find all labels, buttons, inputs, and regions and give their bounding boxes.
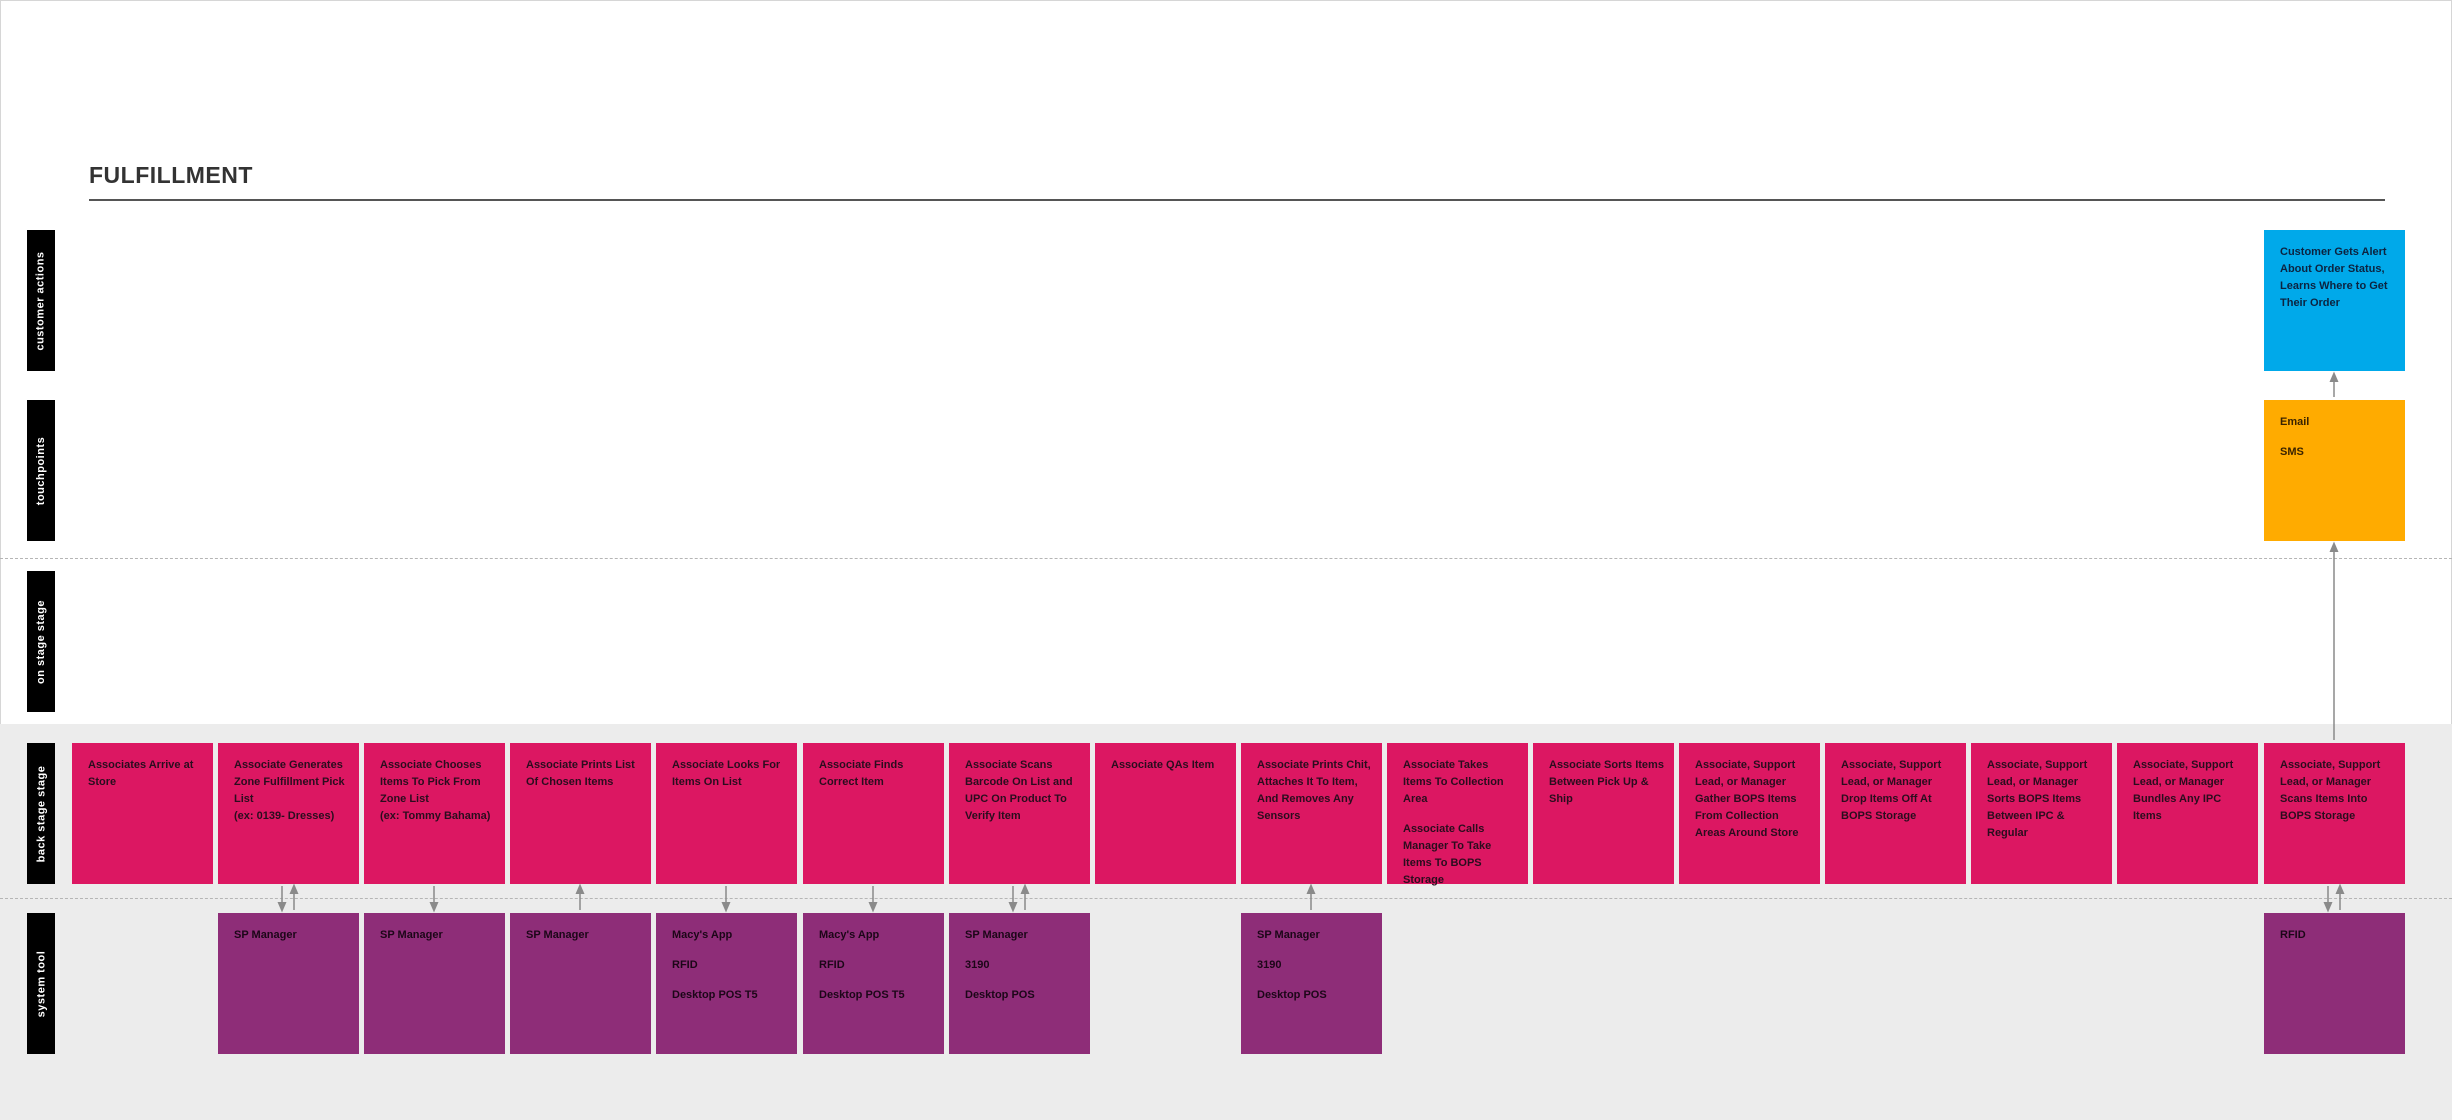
backstage-step-card: Associate QAs Item	[1095, 743, 1236, 884]
card-text: Associate Generates Zone Fulfillment Pic…	[234, 759, 345, 822]
backstage-step-card: Associate, Support Lead, or Manager Gath…	[1679, 743, 1820, 884]
card-text: Associate, Support Lead, or Manager Sort…	[1987, 759, 2088, 839]
system-tool-card: SP Manager	[218, 913, 359, 1054]
card-text: RFID	[672, 959, 698, 971]
card-text: Customer Gets Alert About Order Status, …	[2280, 246, 2388, 309]
card-text: Associate, Support Lead, or Manager Scan…	[2280, 759, 2381, 822]
card-text: Associate Calls Manager To Take Items To…	[1403, 823, 1492, 886]
card-text: Associate Scans Barcode On List and UPC …	[965, 759, 1073, 822]
card-text: Associate Finds Correct Item	[819, 759, 904, 788]
backstage-step-card: Associate, Support Lead, or Manager Bund…	[2117, 743, 2258, 884]
card-text: 3190	[965, 959, 990, 971]
backstage-step-card: Associate Prints Chit, Attaches It To It…	[1241, 743, 1382, 884]
card-text: Associate Prints List Of Chosen Items	[526, 759, 635, 788]
backstage-step-card: Associate, Support Lead, or Manager Scan…	[2264, 743, 2405, 884]
line-of-visibility	[0, 558, 2452, 559]
customer-action-card: Customer Gets Alert About Order Status, …	[2264, 230, 2405, 371]
card-text: RFID	[2280, 929, 2306, 941]
card-text: Associate QAs Item	[1111, 759, 1215, 771]
backstage-step-card: Associate Chooses Items To Pick From Zon…	[364, 743, 505, 884]
system-tool-card: SP Manager	[510, 913, 651, 1054]
line-of-internal-interaction	[0, 898, 2452, 899]
lane-label-system-tool: system tool	[27, 913, 55, 1054]
card-text: SP Manager	[965, 929, 1028, 941]
lane-label-touchpoints: touchpoints	[27, 400, 55, 541]
card-text: Associate Looks For Items On List	[672, 759, 781, 788]
card-text: Associate Prints Chit, Attaches It To It…	[1257, 759, 1371, 822]
card-text: Associates Arrive at Store	[88, 759, 194, 788]
card-text: SP Manager	[526, 929, 589, 941]
backstage-step-card: Associate, Support Lead, or Manager Sort…	[1971, 743, 2112, 884]
system-tool-card: Macy's App RFID Desktop POS T5	[803, 913, 944, 1054]
backstage-step-card: Associate Finds Correct Item	[803, 743, 944, 884]
card-text: SP Manager	[380, 929, 443, 941]
card-text: RFID	[819, 959, 845, 971]
backstage-step-card: Associate, Support Lead, or Manager Drop…	[1825, 743, 1966, 884]
card-text: SP Manager	[1257, 929, 1320, 941]
backstage-step-card: Associate Prints List Of Chosen Items	[510, 743, 651, 884]
system-tool-card: SP Manager 3190 Desktop POS	[949, 913, 1090, 1054]
card-text: Associate Chooses Items To Pick From Zon…	[380, 759, 491, 822]
title-divider	[89, 199, 2385, 201]
card-text: Desktop POS	[1257, 989, 1327, 1001]
system-tool-card: RFID	[2264, 913, 2405, 1054]
card-text: Macy's App	[819, 929, 880, 941]
card-text: Desktop POS	[965, 989, 1035, 1001]
card-text: Macy's App	[672, 929, 733, 941]
backstage-step-card: Associates Arrive at Store	[72, 743, 213, 884]
card-text: Email	[2280, 416, 2310, 428]
card-text: Associate, Support Lead, or Manager Drop…	[1841, 759, 1942, 822]
lane-label-on-stage: on stage stage	[27, 571, 55, 712]
card-text: Associate, Support Lead, or Manager Gath…	[1695, 759, 1799, 839]
card-text: SMS	[2280, 446, 2304, 458]
page-title: FULFILLMENT	[89, 162, 253, 188]
backstage-step-card: Associate Sorts Items Between Pick Up & …	[1533, 743, 1674, 884]
card-text: 3190	[1257, 959, 1282, 971]
backstage-step-card: Associate Looks For Items On List	[656, 743, 797, 884]
lane-label-customer-actions: customer actions	[27, 230, 55, 371]
card-text: Desktop POS T5	[672, 989, 758, 1001]
lane-label-back-stage: back stage stage	[27, 743, 55, 884]
system-tool-card: SP Manager 3190 Desktop POS	[1241, 913, 1382, 1054]
system-tool-card: SP Manager	[364, 913, 505, 1054]
card-text: SP Manager	[234, 929, 297, 941]
card-text: Associate Sorts Items Between Pick Up & …	[1549, 759, 1664, 805]
backstage-step-card: Associate Takes Items To Collection Area…	[1387, 743, 1528, 886]
backstage-step-card: Associate Scans Barcode On List and UPC …	[949, 743, 1090, 884]
backstage-step-card: Associate Generates Zone Fulfillment Pic…	[218, 743, 359, 884]
touchpoint-card: Email SMS	[2264, 400, 2405, 541]
card-text: Associate Takes Items To Collection Area	[1403, 759, 1504, 805]
card-text: Desktop POS T5	[819, 989, 905, 1001]
card-text: Associate, Support Lead, or Manager Bund…	[2133, 759, 2234, 822]
system-tool-card: Macy's App RFID Desktop POS T5	[656, 913, 797, 1054]
